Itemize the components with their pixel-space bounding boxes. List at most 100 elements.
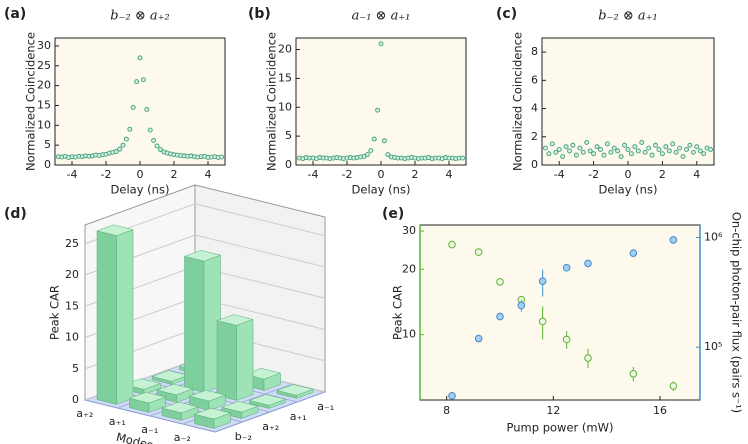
bar-top <box>276 384 314 396</box>
x-tick-label: 2 <box>659 168 666 181</box>
data-point <box>649 152 655 158</box>
data-point <box>154 143 160 149</box>
y2-axis-label: On-chip photon-pair flux (pairs s⁻¹) <box>730 212 744 413</box>
panel: (c) b₋₂ ⊗ a₊₁ -4 -2 0 2 4 0 2 4 6 8 Delay (ns) Normal… <box>496 6 715 197</box>
bar-top <box>243 368 282 380</box>
data-point <box>517 301 526 310</box>
data-point <box>635 148 641 154</box>
row-label: a₊₂ <box>76 407 93 420</box>
data-point <box>656 147 662 152</box>
data-point <box>622 142 628 148</box>
data-point <box>219 154 225 160</box>
data-point <box>708 147 714 152</box>
data-point <box>625 147 631 152</box>
data-point <box>697 148 703 154</box>
data-point <box>577 145 583 151</box>
x-tick-label: 4 <box>205 168 212 181</box>
panel-label: (a) <box>4 6 26 22</box>
data-point <box>677 145 683 151</box>
bar-face <box>116 229 134 405</box>
data-point <box>496 312 504 321</box>
panel: (e) 8 12 16 10 20 30 10⁵ 10⁶ Pump power (mW) Peak … <box>382 206 744 435</box>
data-point <box>618 154 624 159</box>
y-tick-label: 20 <box>37 79 51 92</box>
data-point <box>151 137 157 143</box>
y-tick-label: 10 <box>402 328 416 341</box>
data-point <box>460 155 466 161</box>
data-point <box>584 354 592 362</box>
data-point <box>542 145 548 151</box>
panel-label: (e) <box>382 206 404 222</box>
x-tick-label: -2 <box>588 168 599 181</box>
bar-top <box>123 378 162 390</box>
data-point <box>385 152 391 158</box>
bar-top <box>221 401 259 413</box>
data-point <box>144 106 150 112</box>
x-tick-label: 4 <box>446 168 453 181</box>
plot-area <box>541 37 715 166</box>
data-point <box>549 141 555 147</box>
data-point <box>653 142 658 148</box>
data-point <box>567 148 572 154</box>
data-point <box>157 147 163 152</box>
data-point <box>137 55 143 61</box>
y-tick-label: 5 <box>285 129 292 142</box>
data-point <box>701 151 707 157</box>
panel-label: (d) <box>4 206 27 222</box>
y-tick-label: 15 <box>278 71 292 84</box>
data-point <box>378 41 384 47</box>
data-point <box>684 147 689 152</box>
row-label: a₊₁ <box>109 415 126 428</box>
data-point <box>666 148 672 154</box>
y-tick-label: 6 <box>531 73 538 86</box>
data-point <box>371 136 377 142</box>
data-point <box>663 144 669 150</box>
bar-face <box>236 319 254 401</box>
data-point <box>604 141 610 147</box>
data-point <box>556 147 562 152</box>
x-tick-label: -4 <box>67 168 78 181</box>
y-tick-label: 0 <box>531 158 538 171</box>
data-point <box>448 392 456 400</box>
data-point <box>546 151 552 157</box>
y2-tick-label: 10⁶ <box>704 230 723 243</box>
panel-label: (c) <box>496 6 517 22</box>
data-point <box>560 154 566 159</box>
z-axis-label: Peak CAR <box>48 285 62 340</box>
bar-top <box>128 391 167 404</box>
data-point <box>140 77 146 83</box>
data-point <box>563 144 569 150</box>
x-tick-label: -4 <box>554 168 565 181</box>
data-point <box>594 144 600 150</box>
data-point <box>117 146 123 152</box>
bar-top <box>96 224 134 236</box>
x-tick-label: 8 <box>443 404 450 417</box>
chart-title: b₋₂ ⊗ a₊₁ <box>598 9 657 24</box>
x-axis-label: Pump power (mW) <box>507 421 614 435</box>
data-point <box>562 335 571 344</box>
data-point <box>680 154 686 159</box>
data-point <box>364 152 370 158</box>
y-tick-label: 2 <box>531 130 538 143</box>
y-tick-label: 0 <box>44 158 51 171</box>
x-tick-label: 0 <box>378 168 385 181</box>
x-tick-label: -2 <box>101 168 112 181</box>
plot-area <box>295 37 467 166</box>
data-point <box>130 105 136 110</box>
y-tick-label: 4 <box>531 102 538 115</box>
data-point <box>615 148 621 154</box>
z-tick-label: 15 <box>65 299 79 312</box>
chart-title: a₋₁ ⊗ a₊₁ <box>352 9 411 24</box>
bar-face <box>216 320 237 401</box>
data-point <box>375 107 381 113</box>
data-point <box>598 147 603 152</box>
data-point <box>669 236 678 244</box>
bar-top <box>183 250 222 262</box>
panel: (d) 0 5 10 15 20 25 Peak CAR a₊₂ a₊₁ a₋₁ a₋₂ b₋₂ a₊₂ a… <box>4 184 334 444</box>
panel-label: (b) <box>248 6 271 22</box>
data-point <box>573 152 579 158</box>
y-tick-label: 10 <box>278 100 292 113</box>
z-tick-label: 5 <box>72 362 79 375</box>
bar-face <box>96 230 117 405</box>
x-tick-label: 0 <box>137 168 144 181</box>
